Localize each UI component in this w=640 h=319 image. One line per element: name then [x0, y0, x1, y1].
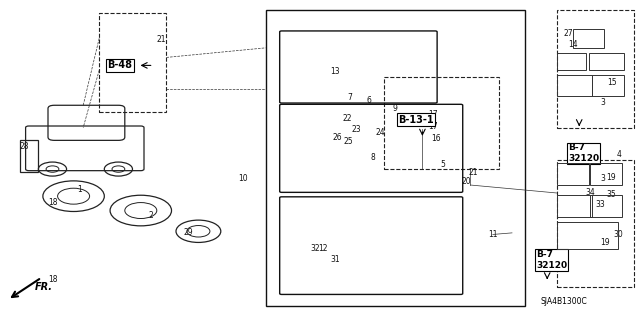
- Bar: [590, 163, 622, 185]
- Text: SJA4B1300C: SJA4B1300C: [541, 297, 588, 306]
- Text: 19: 19: [606, 173, 616, 182]
- Text: 34: 34: [585, 189, 595, 197]
- Text: 27: 27: [563, 29, 573, 38]
- Text: 24: 24: [375, 128, 385, 137]
- Bar: [384, 77, 499, 169]
- Text: 35: 35: [606, 190, 616, 199]
- Text: 7: 7: [347, 93, 352, 102]
- Text: 21: 21: [157, 35, 166, 44]
- Text: 22: 22: [343, 114, 352, 122]
- Text: B-7
32120: B-7 32120: [568, 144, 600, 163]
- Text: 4: 4: [617, 150, 622, 159]
- Text: 2: 2: [148, 211, 153, 220]
- Bar: [557, 222, 618, 249]
- Text: 23: 23: [351, 125, 362, 134]
- Text: 15: 15: [607, 78, 617, 87]
- Bar: [573, 29, 604, 48]
- Bar: [557, 163, 589, 185]
- Text: 31: 31: [330, 256, 340, 264]
- Text: B-48: B-48: [108, 60, 132, 70]
- Text: 26: 26: [332, 133, 342, 142]
- Text: FR.: FR.: [35, 282, 53, 292]
- Bar: [20, 140, 38, 172]
- Text: 3: 3: [600, 98, 605, 107]
- Text: 9: 9: [392, 104, 397, 113]
- Text: B-13-1: B-13-1: [398, 115, 434, 125]
- Text: 28: 28: [20, 142, 29, 151]
- Text: 13: 13: [330, 67, 340, 76]
- Text: 10: 10: [238, 174, 248, 183]
- Text: 12: 12: [319, 244, 328, 253]
- Text: 5: 5: [440, 160, 445, 169]
- Text: 18: 18: [48, 275, 57, 284]
- Text: 25: 25: [344, 137, 354, 146]
- Text: 18: 18: [48, 198, 57, 207]
- Bar: [557, 53, 586, 70]
- Text: 17: 17: [428, 122, 438, 130]
- Text: 16: 16: [431, 134, 442, 143]
- Bar: [557, 195, 592, 217]
- Text: 33: 33: [595, 200, 605, 209]
- Text: 21: 21: [469, 168, 478, 177]
- Bar: [557, 10, 634, 128]
- Bar: [557, 75, 592, 96]
- Text: 3: 3: [600, 174, 605, 183]
- Bar: [99, 13, 166, 112]
- Bar: [592, 75, 624, 96]
- Text: 11: 11: [488, 230, 497, 239]
- Text: 19: 19: [600, 238, 610, 247]
- Text: 30: 30: [613, 230, 623, 239]
- Text: 29: 29: [184, 228, 194, 237]
- Text: 8: 8: [370, 153, 375, 162]
- Bar: [589, 53, 624, 70]
- Text: 32: 32: [310, 244, 320, 253]
- Text: 6: 6: [367, 96, 372, 105]
- Text: 20: 20: [461, 177, 471, 186]
- Text: 1: 1: [77, 185, 83, 194]
- Bar: [266, 10, 525, 306]
- Bar: [590, 195, 622, 217]
- Text: B-7
32120: B-7 32120: [536, 250, 568, 270]
- Text: 17: 17: [428, 110, 438, 119]
- Bar: [557, 160, 634, 287]
- Text: 14: 14: [568, 40, 578, 49]
